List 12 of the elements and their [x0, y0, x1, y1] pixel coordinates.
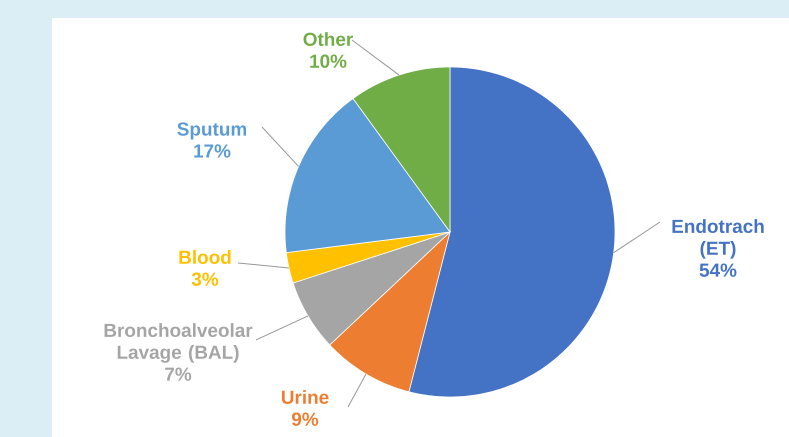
slice-label: Urine [282, 390, 329, 404]
data-label: 17% [194, 144, 230, 158]
data-label: 54% [700, 264, 736, 277]
slice-label: Bronchoalveolar Lavage (BAL) [104, 323, 252, 363]
data-label: 3% [192, 272, 218, 286]
slice-label: Sputum [177, 122, 246, 140]
data-label: 7% [165, 368, 192, 381]
slice-label: Other [304, 32, 353, 46]
slice-label: Blood [179, 250, 231, 264]
slice-label: Endotrach (ET) [672, 219, 764, 259]
data-label: 9% [292, 412, 318, 426]
data-label: 10% [310, 54, 346, 68]
